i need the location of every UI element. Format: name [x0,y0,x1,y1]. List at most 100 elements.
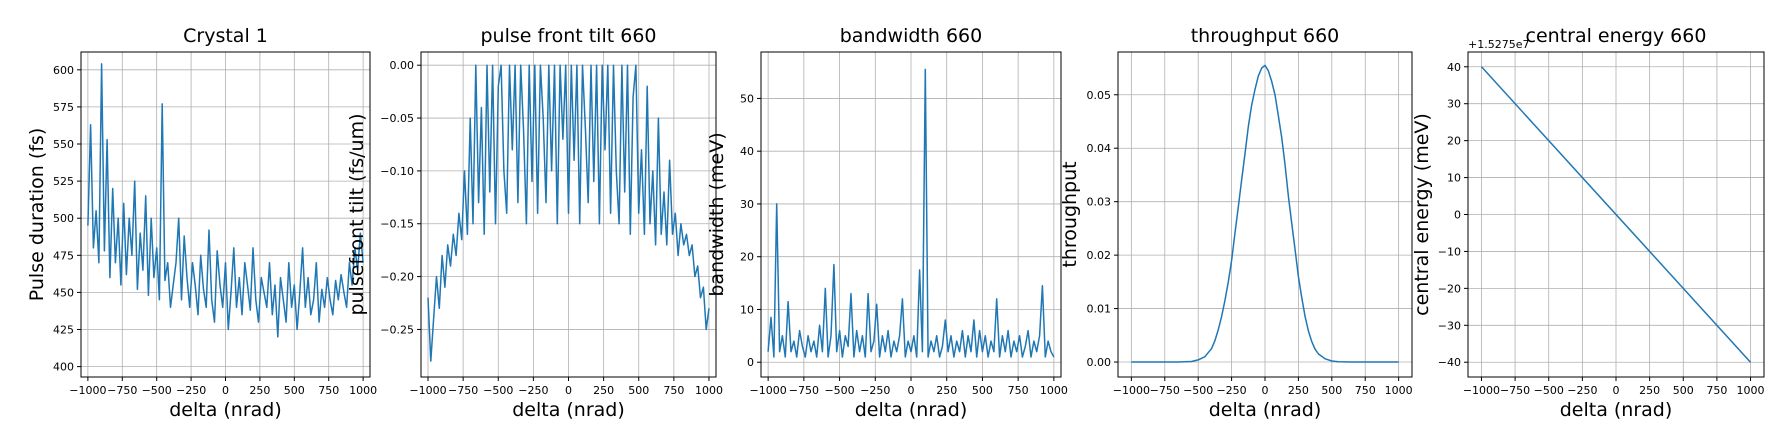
y-tick-label: 0.00 [1087,356,1112,369]
x-tick-label: −1000 [750,384,787,397]
x-axis-label: delta (nrad) [855,399,968,421]
x-tick-label: −250 [518,384,548,397]
y-tick-label: 10 [1447,172,1461,185]
y-axis-label: bandwidth (meV) [706,132,728,296]
y-tick-label: 400 [53,361,74,374]
x-tick-label: 250 [936,384,957,397]
x-tick-label: −1000 [1113,384,1150,397]
x-tick-label: −750 [789,384,819,397]
x-tick-label: −1000 [69,384,106,397]
y-tick-label: 40 [1447,61,1461,74]
x-tick-label: 1000 [349,384,377,397]
x-tick-label: −1000 [1463,384,1500,397]
x-tick-label: 1000 [1737,384,1765,397]
y-tick-label: 0 [1454,209,1461,222]
chart-5: −1000 −750 −500 −250 0 250 500 750 1000 −40 −30 −20… [1411,25,1765,421]
chart-1: −1000 −750 −500 −250 0 250 500 750 1000 400 425 450… [26,25,377,421]
y-axis-label: central energy (meV) [1411,113,1433,316]
series-line [87,63,364,338]
x-tick-label: −1000 [409,384,446,397]
y-tick-label: 40 [740,145,754,158]
y-tick-label: −0.25 [380,323,414,336]
y-tick-label: 10 [740,303,754,316]
chart-2: −1000 −750 −500 −250 0 250 500 750 1000 −0.25 −0.2… [346,25,723,421]
x-tick-label: −250 [860,384,890,397]
x-tick-label: −250 [176,384,206,397]
x-tick-label: −750 [107,384,137,397]
x-tick-label: 0 [1613,384,1620,397]
x-tick-label: −250 [1567,384,1597,397]
x-tick-label: 0 [222,384,229,397]
y-tick-label: 30 [1447,98,1461,111]
y-tick-label: 500 [53,212,74,225]
x-tick-label: 0 [565,384,572,397]
y-tick-label: −0.10 [380,165,414,178]
x-tick-label: −750 [1500,384,1530,397]
x-tick-label: 500 [284,384,305,397]
x-tick-label: 250 [593,384,614,397]
x-tick-label: 750 [1355,384,1376,397]
y-axis-label: throughput [1059,161,1081,267]
y-tick-label: −0.15 [380,218,414,231]
x-tick-label: −500 [824,384,854,397]
x-tick-label: 500 [1673,384,1694,397]
x-tick-label: 750 [1706,384,1727,397]
y-tick-label: 0.05 [1087,89,1112,102]
y-tick-label: 0 [747,356,754,369]
y-tick-label: −10 [1438,245,1461,258]
x-tick-label: −750 [1150,384,1180,397]
y-tick-label: 20 [740,251,754,264]
x-tick-label: 0 [908,384,915,397]
x-tick-label: 1000 [1040,384,1068,397]
x-tick-label: 1000 [695,384,723,397]
y-tick-label: 30 [740,198,754,211]
y-tick-label: 450 [53,286,74,299]
x-tick-label: −500 [483,384,513,397]
series-line [1480,66,1752,363]
x-tick-label: −750 [448,384,478,397]
y-tick-label: −40 [1438,356,1461,369]
y-tick-label: 600 [53,64,74,77]
chart-3: −1000 −750 −500 −250 0 250 500 750 1000 0 10 20 30 40… [706,25,1068,421]
y-tick-label: 0.04 [1087,142,1112,155]
chart-title: Crystal 1 [183,25,268,47]
x-tick-label: 500 [1321,384,1342,397]
chart-title: central energy 660 [1526,25,1707,47]
x-tick-label: 500 [972,384,993,397]
series-line [427,64,710,362]
x-axis-label: delta (nrad) [169,399,282,421]
x-tick-label: 750 [1008,384,1029,397]
y-tick-label: 0.00 [390,59,415,72]
x-tick-label: 250 [1288,384,1309,397]
y-axis-label: Pulse duration (fs) [26,128,48,301]
y-tick-label: −0.05 [380,112,414,125]
y-tick-label: −30 [1438,319,1461,332]
y-tick-label: 575 [53,101,74,114]
x-axis-label: delta (nrad) [1560,399,1673,421]
x-axis-label: delta (nrad) [512,399,625,421]
x-tick-label: 0 [1262,384,1269,397]
y-tick-label: 0.03 [1087,196,1112,209]
x-tick-label: 750 [318,384,339,397]
y-tick-label: 550 [53,138,74,151]
x-tick-label: 1000 [1385,384,1413,397]
x-tick-label: −500 [1534,384,1564,397]
chart-title: pulse front tilt 660 [480,25,656,47]
axis-offset-label: +1.5275e7 [1468,38,1529,51]
y-tick-label: 525 [53,175,74,188]
y-tick-label: 50 [740,92,754,105]
y-tick-label: 0.01 [1087,303,1112,316]
x-tick-label: 500 [628,384,649,397]
x-tick-label: 250 [249,384,270,397]
chart-title: throughput 660 [1191,25,1340,47]
y-tick-label: −20 [1438,282,1461,295]
series-line [1131,64,1399,363]
series-line [767,68,1055,358]
x-tick-label: −250 [1216,384,1246,397]
y-tick-label: 475 [53,249,74,262]
x-tick-label: 250 [1639,384,1660,397]
y-tick-label: 20 [1447,135,1461,148]
y-tick-label: 0.02 [1087,249,1112,262]
y-tick-label: −0.20 [380,271,414,284]
